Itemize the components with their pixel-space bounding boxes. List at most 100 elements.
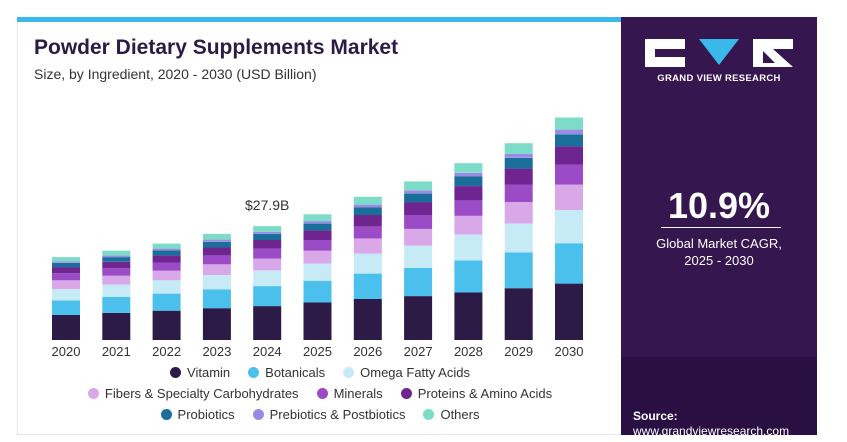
cagr-label-line2: 2025 - 2030 bbox=[684, 253, 754, 268]
cagr-label-line1: Global Market CAGR, bbox=[656, 236, 782, 251]
bar-segment-2026-fibers-specialty-carbohydrates bbox=[353, 238, 382, 254]
bar-segment-2021-prebiotics-postbiotics bbox=[102, 255, 131, 258]
bar-segment-2025-others bbox=[303, 214, 332, 222]
bar-segment-2028-prebiotics-postbiotics bbox=[454, 172, 483, 177]
bar-segment-2024-botanicals bbox=[253, 286, 282, 307]
bar-segment-2026-botanicals bbox=[353, 273, 382, 299]
bar-segment-2029-probiotics bbox=[504, 157, 533, 169]
x-tick-label: 2024 bbox=[253, 344, 282, 359]
x-tick-label: 2025 bbox=[303, 344, 332, 359]
bar-segment-2029-omega-fatty-acids bbox=[504, 223, 533, 253]
brand-name: GRAND VIEW RESEARCH bbox=[657, 73, 781, 84]
bar-segment-2030-probiotics bbox=[555, 134, 583, 147]
bar-segment-2030-others bbox=[555, 117, 583, 130]
bar-segment-2030-proteins-amino-acids bbox=[555, 146, 583, 165]
legend-item-minerals: Minerals bbox=[316, 386, 383, 401]
legend-row: Fibers & Specialty Carbohydrates Mineral… bbox=[20, 383, 620, 403]
bar-segment-2030-botanicals bbox=[555, 243, 583, 284]
bar-segment-2029-fibers-specialty-carbohydrates bbox=[504, 202, 533, 224]
legend-label: Probiotics bbox=[177, 406, 235, 422]
bar-segment-2024-fibers-specialty-carbohydrates bbox=[253, 258, 282, 271]
bar-segment-2021-probiotics bbox=[102, 257, 131, 262]
bar-segment-2027-prebiotics-postbiotics bbox=[404, 190, 433, 194]
bar-segment-2027-minerals bbox=[404, 215, 433, 229]
bar-segment-2026-minerals bbox=[353, 226, 382, 239]
bar-segment-2022-botanicals bbox=[152, 293, 181, 311]
bar-segment-2026-proteins-amino-acids bbox=[353, 215, 382, 227]
legend-item-proteins: Proteins & Amino Acids bbox=[400, 385, 553, 401]
legend-swatch-prebiotics bbox=[252, 408, 264, 420]
bar-segment-2020-proteins-amino-acids bbox=[52, 267, 80, 274]
bar-segment-2027-botanicals bbox=[404, 267, 433, 297]
accent-bar bbox=[17, 17, 621, 22]
bar-segment-2025-omega-fatty-acids bbox=[303, 263, 332, 281]
chart-legend: Vitamin Botanicals Omega Fatty Acids Fib… bbox=[20, 362, 620, 425]
bar-segment-2020-fibers-specialty-carbohydrates bbox=[52, 280, 80, 289]
legend-item-others: Others bbox=[423, 407, 479, 422]
bar-segment-2022-fibers-specialty-carbohydrates bbox=[152, 270, 181, 281]
bar-segment-2020-botanicals bbox=[52, 300, 80, 315]
bar-segment-2022-probiotics bbox=[152, 250, 181, 256]
legend-row: Probiotics Prebiotics & Postbiotics Othe… bbox=[20, 404, 620, 424]
bar-segment-2020-omega-fatty-acids bbox=[52, 288, 80, 301]
bar-segment-2022-omega-fatty-acids bbox=[152, 280, 181, 294]
bar-segment-2027-vitamin bbox=[404, 296, 433, 340]
bar-segment-2021-botanicals bbox=[102, 296, 131, 313]
bar-segment-2025-minerals bbox=[303, 240, 332, 251]
bar-segment-2027-proteins-amino-acids bbox=[404, 202, 433, 215]
data-label-2024: $27.9B bbox=[245, 197, 289, 213]
bar-segment-2022-prebiotics-postbiotics bbox=[152, 248, 181, 251]
legend-swatch-others bbox=[423, 408, 435, 420]
bar-segment-2025-botanicals bbox=[303, 280, 332, 303]
stacked-bar-chart: 2020 2021 2022 2023 2024 $27.9B 2025 2026 2027 20… bbox=[52, 117, 584, 359]
source-label: Source: bbox=[633, 409, 678, 423]
source-link[interactable]: www.grandviewresearch.com bbox=[633, 424, 790, 438]
legend-swatch-fibers bbox=[87, 387, 99, 399]
legend-swatch-proteins bbox=[400, 387, 412, 399]
bar-segment-2020-probiotics bbox=[52, 262, 80, 268]
bar-segment-2023-vitamin bbox=[202, 308, 231, 340]
bar-segment-2027-omega-fatty-acids bbox=[404, 245, 433, 268]
bar-segment-2026-prebiotics-postbiotics bbox=[353, 204, 382, 208]
x-tick-label: 2023 bbox=[202, 344, 231, 359]
bar-segment-2024-omega-fatty-acids bbox=[253, 270, 282, 287]
legend-swatch-minerals bbox=[316, 387, 328, 399]
bar-segment-2024-minerals bbox=[253, 248, 282, 259]
bar-segment-2020-minerals bbox=[52, 273, 80, 281]
bar-segment-2021-others bbox=[102, 250, 131, 256]
gvr-logo-icon bbox=[645, 39, 793, 67]
legend-label: Vitamin bbox=[187, 364, 231, 380]
legend-swatch-probiotics bbox=[160, 408, 172, 420]
bar-segment-2030-omega-fatty-acids bbox=[555, 210, 583, 244]
cagr-divider bbox=[661, 227, 781, 228]
bar-segment-2024-others bbox=[253, 226, 282, 232]
bar-segment-2021-minerals bbox=[102, 268, 131, 276]
legend-item-botanicals: Botanicals bbox=[248, 365, 325, 380]
bar-segment-2021-fibers-specialty-carbohydrates bbox=[102, 275, 131, 285]
x-tick-label: 2030 bbox=[555, 344, 584, 359]
bar-segment-2028-vitamin bbox=[454, 292, 483, 340]
bar-segment-2021-omega-fatty-acids bbox=[102, 284, 131, 297]
legend-item-vitamin: Vitamin bbox=[170, 365, 230, 380]
bar-segment-2027-others bbox=[404, 181, 433, 191]
x-tick-label: 2028 bbox=[454, 344, 483, 359]
bar-segment-2025-prebiotics-postbiotics bbox=[303, 221, 332, 224]
bar-segment-2020-others bbox=[52, 257, 80, 262]
bar-segment-2028-omega-fatty-acids bbox=[454, 234, 483, 261]
source-box: Source: www.grandviewresearch.com bbox=[621, 357, 817, 438]
legend-label: Prebiotics & Postbiotics bbox=[269, 406, 406, 422]
legend-item-probiotics: Probiotics bbox=[160, 406, 235, 422]
legend-swatch-botanicals bbox=[248, 366, 260, 378]
bar-segment-2022-minerals bbox=[152, 262, 181, 271]
info-panel: GRAND VIEW RESEARCH 10.9% Global Market … bbox=[621, 17, 817, 438]
bar-segment-2026-probiotics bbox=[353, 207, 382, 215]
x-tick-label: 2027 bbox=[404, 344, 433, 359]
bar-segment-2028-fibers-specialty-carbohydrates bbox=[454, 215, 483, 235]
bar-segment-2029-minerals bbox=[504, 184, 533, 203]
cagr-label: Global Market CAGR, 2025 - 2030 bbox=[621, 235, 817, 269]
bar-segment-2020-prebiotics-postbiotics bbox=[52, 261, 80, 263]
bar-segment-2030-fibers-specialty-carbohydrates bbox=[555, 184, 583, 210]
chart-subtitle: Size, by Ingredient, 2020 - 2030 (USD Bi… bbox=[34, 66, 317, 82]
legend-label: Proteins & Amino Acids bbox=[417, 385, 553, 401]
bar-segment-2025-vitamin bbox=[303, 302, 332, 340]
